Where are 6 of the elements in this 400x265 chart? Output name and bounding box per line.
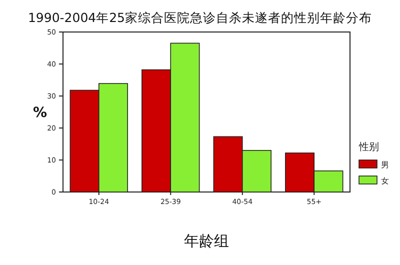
x-axis-title: 年龄组	[184, 232, 229, 250]
chart-title: 1990-2004年25家综合医院急诊自杀未遂者的性别年龄分布	[28, 10, 372, 25]
legend-label: 女	[381, 176, 389, 186]
y-axis-title: %	[32, 105, 48, 121]
legend-title: 性别	[358, 141, 379, 153]
legend-label: 男	[381, 160, 389, 170]
